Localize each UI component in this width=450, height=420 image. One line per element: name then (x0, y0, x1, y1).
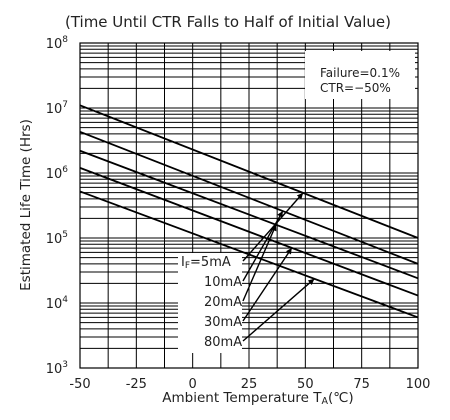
series-label-30mA: 30mA (204, 315, 242, 330)
y-tick-label: 108 (46, 35, 69, 52)
series-label-10mA: 10mA (204, 275, 242, 290)
x-tick-labels: -50 -25 0 25 50 75 100 (69, 377, 430, 392)
series-arrowhead-5mA (296, 192, 304, 200)
series-line-30mA (79, 167, 419, 297)
x-tick-label: 25 (241, 377, 258, 392)
series-label-5mA: IF=5mA (181, 255, 231, 271)
x-tick-label: 50 (297, 377, 314, 392)
y-tick-labels: 103 104 105 106 107 108 (46, 35, 69, 377)
y-axis-label: Estimated Life Time (Hrs) (18, 119, 34, 291)
y-tick-label: 105 (46, 230, 68, 247)
x-axis-label: Ambient Temperature TA(℃) (162, 390, 353, 407)
series-leader-30mA (242, 247, 293, 322)
x-tick-label: -50 (69, 377, 90, 392)
y-tick-label: 104 (46, 295, 69, 312)
series-leader-80mA (242, 278, 315, 342)
failure-note: Failure=0.1% (320, 66, 400, 80)
series-arrowhead-10mA (277, 211, 283, 218)
x-tick-label: 75 (353, 377, 370, 392)
series-line-10mA (79, 130, 419, 265)
ctr-note: CTR=−50% (320, 81, 391, 95)
series-labels: IF=5mA 10mA 20mA 30mA 80mA (178, 192, 315, 353)
grid (80, 43, 418, 368)
series-line-5mA (79, 104, 419, 239)
series-leader-10mA (242, 210, 284, 282)
series-label-20mA: 20mA (204, 295, 242, 310)
series-arrowhead-20mA (270, 224, 277, 232)
series-arrowhead-80mA (307, 278, 315, 285)
x-tick-label: 100 (406, 377, 431, 392)
series-line-20mA (79, 149, 419, 280)
x-tick-label: 0 (189, 377, 197, 392)
note-box (305, 51, 415, 99)
series-label-80mA: 80mA (204, 335, 242, 350)
y-tick-label: 107 (46, 100, 68, 117)
series-arrowhead-30mA (285, 247, 292, 255)
series-leader-20mA (242, 224, 277, 302)
plot-area-border (79, 42, 419, 369)
chart-title: (Time Until CTR Falls to Half of Initial… (65, 13, 391, 31)
x-tick-label: -25 (126, 377, 147, 392)
y-tick-label: 106 (46, 165, 69, 182)
y-tick-label: 103 (46, 360, 68, 377)
label-background (178, 253, 242, 353)
